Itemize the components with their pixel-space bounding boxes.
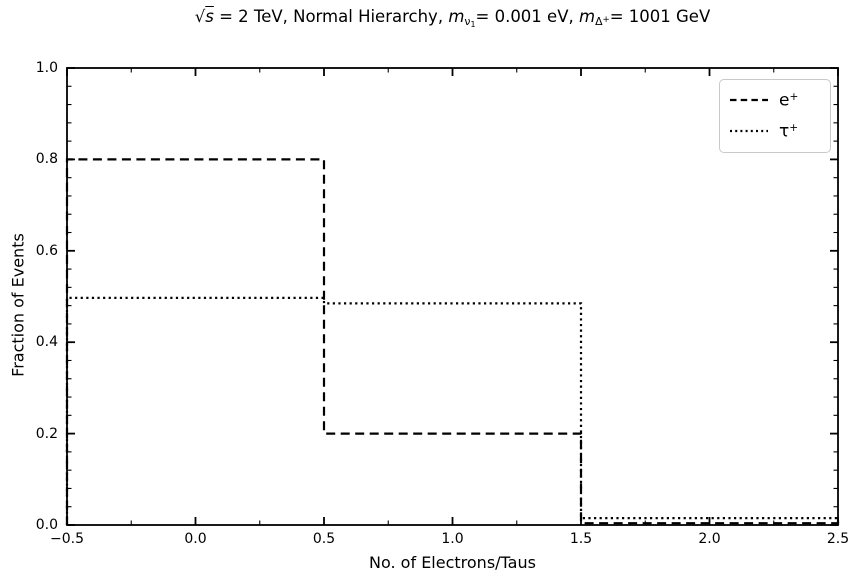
y-tick-label: 0.6 <box>35 242 58 259</box>
title-segment: 1 <box>470 19 476 29</box>
x-tick-label: 0.0 <box>184 531 207 547</box>
y-tick-label: 0.2 <box>35 425 58 442</box>
x-axis-label: No. of Electrons/Taus <box>369 553 536 572</box>
legend-entry-e-plus: e+ <box>729 92 821 109</box>
dotted-line-sample <box>730 130 768 133</box>
y-tick-label: 1.0 <box>35 60 58 76</box>
x-tick-label: 1.0 <box>441 531 464 547</box>
title-segment: = 0.001 eV, <box>475 7 579 26</box>
title-segment: s <box>205 7 214 26</box>
x-tick-label: −0.5 <box>50 531 84 547</box>
title-segment: Δ <box>595 15 603 29</box>
y-tick-label: 0.4 <box>35 334 58 351</box>
series-line-0 <box>65 158 840 525</box>
x-tick-label: 2.5 <box>826 531 850 547</box>
title-segment: ν <box>464 15 471 29</box>
series-line-1 <box>65 296 840 525</box>
title-segment: m <box>448 7 465 26</box>
legend-label-tau-plus: τ+ <box>779 121 799 142</box>
title-segment: √ <box>194 7 206 26</box>
legend-entry-tau-plus: τ+ <box>729 123 821 140</box>
y-tick-label: 0.0 <box>35 517 58 533</box>
dashed-line-sample <box>730 99 768 102</box>
legend: e+ τ+ <box>719 79 831 153</box>
x-tick-label: 1.5 <box>569 531 593 547</box>
x-tick-label: 0.5 <box>312 531 336 547</box>
title-segment: m <box>578 7 596 26</box>
chart-title: √s = 2 TeV, Normal Hierarchy, mν1= 0.001… <box>67 7 838 29</box>
legend-label-e-plus: e+ <box>779 90 799 111</box>
y-tick-label: 0.8 <box>35 151 58 168</box>
title-segment: = 1001 GeV <box>609 7 711 26</box>
x-tick-label: 2.0 <box>698 531 721 547</box>
plot-border <box>66 67 839 526</box>
title-segment: = 2 TeV, Normal Hierarchy, <box>213 7 449 26</box>
title-segment: + <box>602 15 610 26</box>
